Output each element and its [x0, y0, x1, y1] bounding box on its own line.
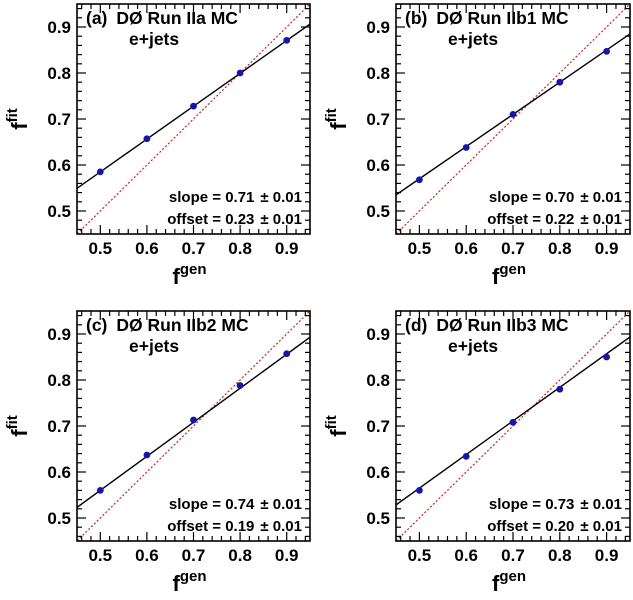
data-point: [462, 452, 470, 460]
panel-1: 0.5 0.6 0.7 0.8 0.9 0.5 0.6 0.7 0.8 0.9 fgen ffit (b…: [323, 3, 631, 289]
data-point: [143, 135, 151, 143]
y-axis-label: ffit: [323, 415, 351, 437]
reference-line: [77, 311, 310, 541]
data-point: [603, 353, 610, 361]
y-tick-label: 0.9: [47, 325, 71, 344]
data-point: [603, 47, 610, 55]
data-point: [509, 111, 517, 118]
x-tick-label: 0.6: [135, 546, 159, 565]
y-tick-label: 0.9: [366, 325, 390, 344]
data-point: [556, 385, 564, 393]
panel-title: (a) DØ Run IIa MC: [86, 8, 238, 28]
slope-annotation: slope = 0.74 ± 0.01: [169, 496, 302, 513]
x-tick-label: 0.9: [275, 239, 299, 258]
x-tick-label: 0.6: [135, 239, 159, 258]
panel-subtitle: e+jets: [129, 336, 179, 356]
data-point: [236, 382, 244, 389]
data-point: [283, 350, 291, 358]
y-tick-label: 0.9: [366, 18, 390, 37]
y-tick-label: 0.6: [366, 463, 390, 482]
y-tick-label: 0.5: [366, 202, 390, 221]
y-axis-label: ffit: [4, 108, 32, 130]
data-point: [96, 168, 104, 176]
y-axis-label: ffit: [323, 108, 351, 130]
offset-annotation: offset = 0.23 ± 0.01: [167, 211, 302, 228]
y-tick-label: 0.8: [366, 371, 390, 390]
data-point: [143, 451, 151, 459]
x-tick-label: 0.6: [454, 546, 478, 565]
y-tick-label: 0.8: [47, 371, 71, 390]
data-point: [190, 102, 197, 110]
y-tick-label: 0.8: [366, 64, 390, 83]
x-tick-label: 0.7: [182, 239, 206, 258]
panel-subtitle: e+jets: [129, 29, 179, 49]
x-tick-label: 0.8: [228, 546, 252, 565]
x-axis-label: fgen: [492, 261, 526, 289]
x-tick-label: 0.6: [454, 239, 478, 258]
data-point: [416, 487, 423, 494]
offset-annotation: offset = 0.20 ± 0.01: [487, 518, 622, 535]
y-tick-label: 0.6: [47, 463, 71, 482]
panel-2: 0.5 0.6 0.7 0.8 0.9 0.5 0.6 0.7 0.8 0.9 fgen ffit (c…: [4, 310, 311, 596]
y-tick-label: 0.9: [47, 18, 71, 37]
panel-0: 0.5 0.6 0.7 0.8 0.9 0.5 0.6 0.7 0.8 0.9 fgen ffit (a…: [4, 3, 311, 289]
x-tick-label: 0.5: [408, 546, 432, 565]
y-tick-label: 0.8: [47, 64, 71, 83]
x-axis-label: fgen: [492, 568, 526, 596]
reference-line: [396, 4, 630, 234]
x-axis-label: fgen: [173, 261, 207, 289]
offset-annotation: offset = 0.19 ± 0.01: [167, 518, 302, 535]
data-point: [556, 78, 564, 86]
y-tick-label: 0.5: [366, 509, 390, 528]
y-tick-label: 0.6: [366, 156, 390, 175]
reference-line: [396, 311, 630, 541]
y-axis-label: ffit: [4, 415, 32, 437]
data-point: [416, 176, 423, 184]
panel-title: (d) DØ Run IIb3 MC: [405, 315, 569, 335]
offset-annotation: offset = 0.22 ± 0.01: [487, 211, 622, 228]
data-point: [283, 36, 291, 44]
x-tick-label: 0.9: [595, 239, 619, 258]
slope-annotation: slope = 0.70 ± 0.01: [489, 189, 622, 206]
slope-annotation: slope = 0.71 ± 0.01: [169, 189, 302, 206]
y-tick-label: 0.5: [47, 509, 71, 528]
x-tick-label: 0.5: [88, 239, 112, 258]
x-tick-label: 0.9: [595, 546, 619, 565]
x-tick-label: 0.5: [88, 546, 112, 565]
data-point: [190, 416, 197, 424]
x-tick-label: 0.8: [228, 239, 252, 258]
panel-subtitle: e+jets: [448, 29, 498, 49]
data-point: [509, 418, 517, 426]
x-tick-label: 0.5: [408, 239, 432, 258]
x-tick-label: 0.7: [182, 546, 206, 565]
panel-title: (c) DØ Run IIb2 MC: [86, 315, 249, 335]
y-tick-label: 0.5: [47, 202, 71, 221]
data-point: [236, 69, 244, 77]
reference-line: [77, 4, 310, 234]
y-tick-label: 0.7: [366, 417, 390, 436]
y-tick-label: 0.7: [47, 417, 71, 436]
panel-3: 0.5 0.6 0.7 0.8 0.9 0.5 0.6 0.7 0.8 0.9 fgen ffit (d…: [323, 310, 631, 596]
panel-subtitle: e+jets: [448, 336, 498, 356]
x-tick-label: 0.8: [548, 239, 572, 258]
y-tick-label: 0.7: [47, 110, 71, 129]
x-tick-label: 0.7: [501, 546, 525, 565]
x-axis-label: fgen: [173, 568, 207, 596]
x-tick-label: 0.7: [501, 239, 525, 258]
y-tick-label: 0.7: [366, 110, 390, 129]
y-tick-label: 0.6: [47, 156, 71, 175]
x-tick-label: 0.9: [275, 546, 299, 565]
data-point: [462, 144, 470, 151]
panel-title: (b) DØ Run IIb1 MC: [405, 8, 569, 28]
slope-annotation: slope = 0.73 ± 0.01: [489, 496, 622, 513]
x-tick-label: 0.8: [548, 546, 572, 565]
data-point: [96, 487, 104, 494]
